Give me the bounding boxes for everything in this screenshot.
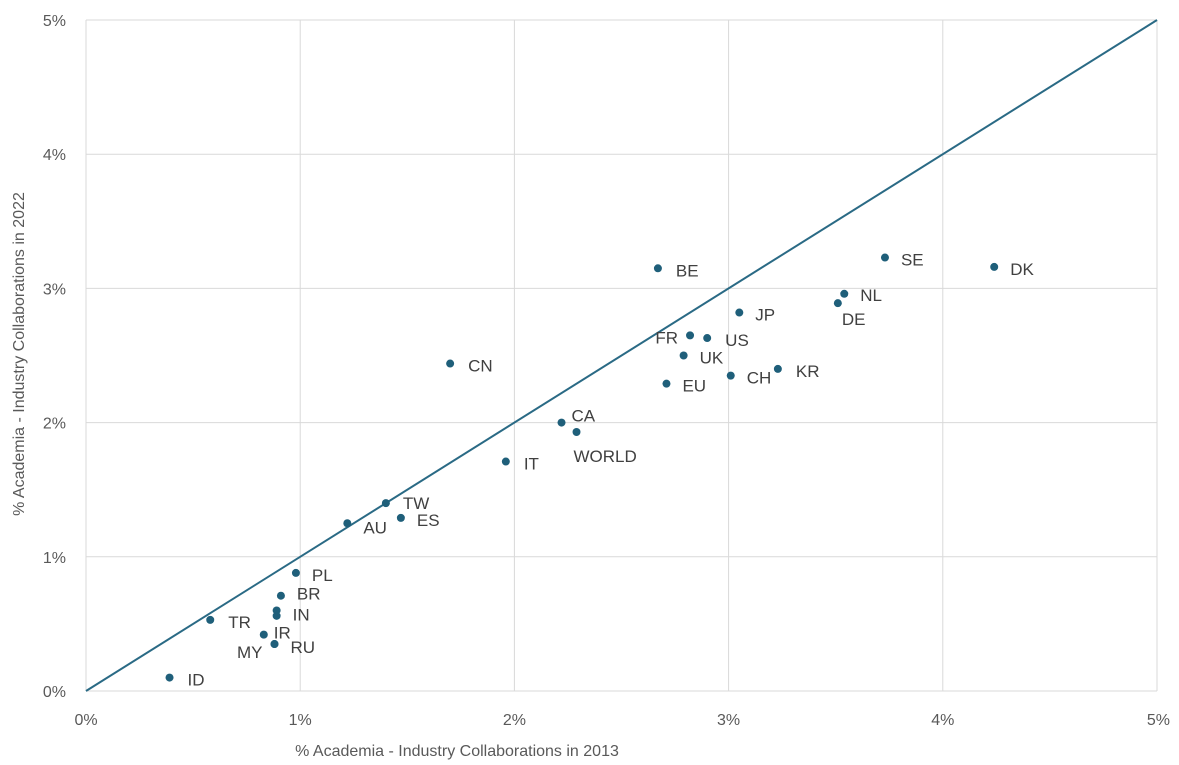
y-tick-label: 0% (43, 684, 66, 701)
reference-diagonal-line (85, 19, 1158, 692)
data-point (653, 264, 662, 273)
y-tick-label: 1% (43, 550, 66, 567)
data-point (291, 568, 300, 577)
data-point (206, 615, 215, 624)
point-label: TR (228, 613, 251, 632)
point-label: NL (860, 286, 882, 305)
y-tick-label: 3% (43, 281, 66, 298)
point-label: DE (842, 310, 866, 329)
point-label: SE (901, 251, 924, 270)
x-tick-label: 1% (289, 712, 312, 729)
point-label: CN (468, 357, 493, 376)
data-point (446, 359, 455, 368)
point-label: CA (572, 407, 596, 426)
point-label: MY (237, 643, 263, 662)
point-label: ES (417, 511, 440, 530)
y-tick-label: 4% (43, 147, 66, 164)
point-label: WORLD (574, 447, 637, 466)
point-label: BR (297, 585, 321, 604)
point-label: PL (312, 566, 333, 585)
y-tick-label: 5% (43, 13, 66, 30)
point-label: US (725, 331, 749, 350)
point-label: FR (655, 328, 678, 347)
data-point (840, 289, 849, 298)
point-label: UK (700, 349, 724, 368)
data-point (880, 253, 889, 262)
data-point (990, 262, 999, 271)
data-point (396, 513, 405, 522)
data-point (686, 331, 695, 340)
point-label: DK (1010, 260, 1034, 279)
point-label: IT (524, 455, 539, 474)
y-axis-title: % Academia - Industry Collaborations in … (11, 192, 28, 516)
data-point (501, 457, 510, 466)
data-point (662, 379, 671, 388)
data-point (276, 591, 285, 600)
data-point (773, 364, 782, 373)
data-points (165, 253, 999, 682)
data-point (343, 519, 352, 528)
data-point (270, 640, 279, 649)
data-point (259, 630, 268, 639)
y-axis-ticks: 0% 1% 2% 3% 4% 5% (43, 13, 66, 701)
point-label: IN (293, 605, 310, 624)
x-tick-label: 3% (717, 712, 740, 729)
data-point (557, 418, 566, 427)
x-tick-label: 0% (74, 712, 97, 729)
point-label: BE (676, 261, 699, 280)
data-point (703, 334, 712, 343)
point-label: AU (363, 518, 387, 537)
point-label: JP (755, 306, 775, 325)
point-label: ID (188, 671, 205, 690)
y-tick-label: 2% (43, 416, 66, 433)
data-point (165, 673, 174, 682)
point-label: IR (274, 624, 291, 643)
data-point (272, 611, 281, 620)
point-label: RU (290, 638, 315, 657)
point-label: EU (682, 377, 706, 396)
data-point (833, 299, 842, 308)
x-tick-label: 4% (931, 712, 954, 729)
point-label: KR (796, 362, 820, 381)
x-axis-title: % Academia - Industry Collaborations in … (295, 743, 619, 760)
point-label: TW (403, 494, 429, 513)
data-point (735, 308, 744, 317)
data-point (726, 371, 735, 380)
x-tick-label: 2% (503, 712, 526, 729)
grid (85, 19, 1158, 692)
data-point (572, 427, 581, 436)
x-axis-ticks: 0% 1% 2% 3% 4% 5% (74, 712, 1170, 729)
data-point (381, 499, 390, 508)
x-tick-label: 5% (1147, 712, 1170, 729)
data-point (679, 351, 688, 360)
point-label: CH (747, 369, 772, 388)
